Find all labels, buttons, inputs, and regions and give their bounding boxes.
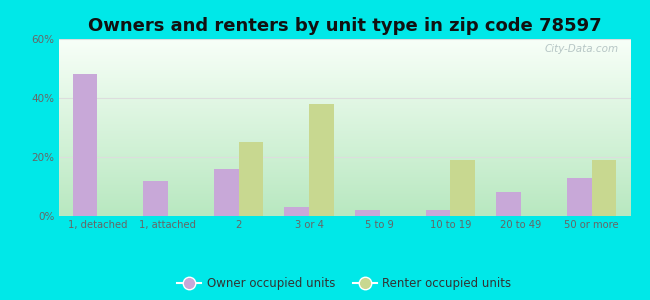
Bar [497,192,521,216]
Bar [239,142,263,216]
Bar [567,178,592,216]
Bar [309,104,334,216]
Title: Owners and renters by unit type in zip code 78597: Owners and renters by unit type in zip c… [88,17,601,35]
Legend: Owner occupied units, Renter occupied units: Owner occupied units, Renter occupied un… [173,273,516,295]
Bar [355,210,380,216]
Bar [450,160,475,216]
Bar [73,74,98,216]
Text: City-Data.com: City-Data.com [545,44,619,54]
Bar [592,160,616,216]
Bar [214,169,239,216]
Bar [285,207,309,216]
Bar [143,181,168,216]
Bar [426,210,450,216]
